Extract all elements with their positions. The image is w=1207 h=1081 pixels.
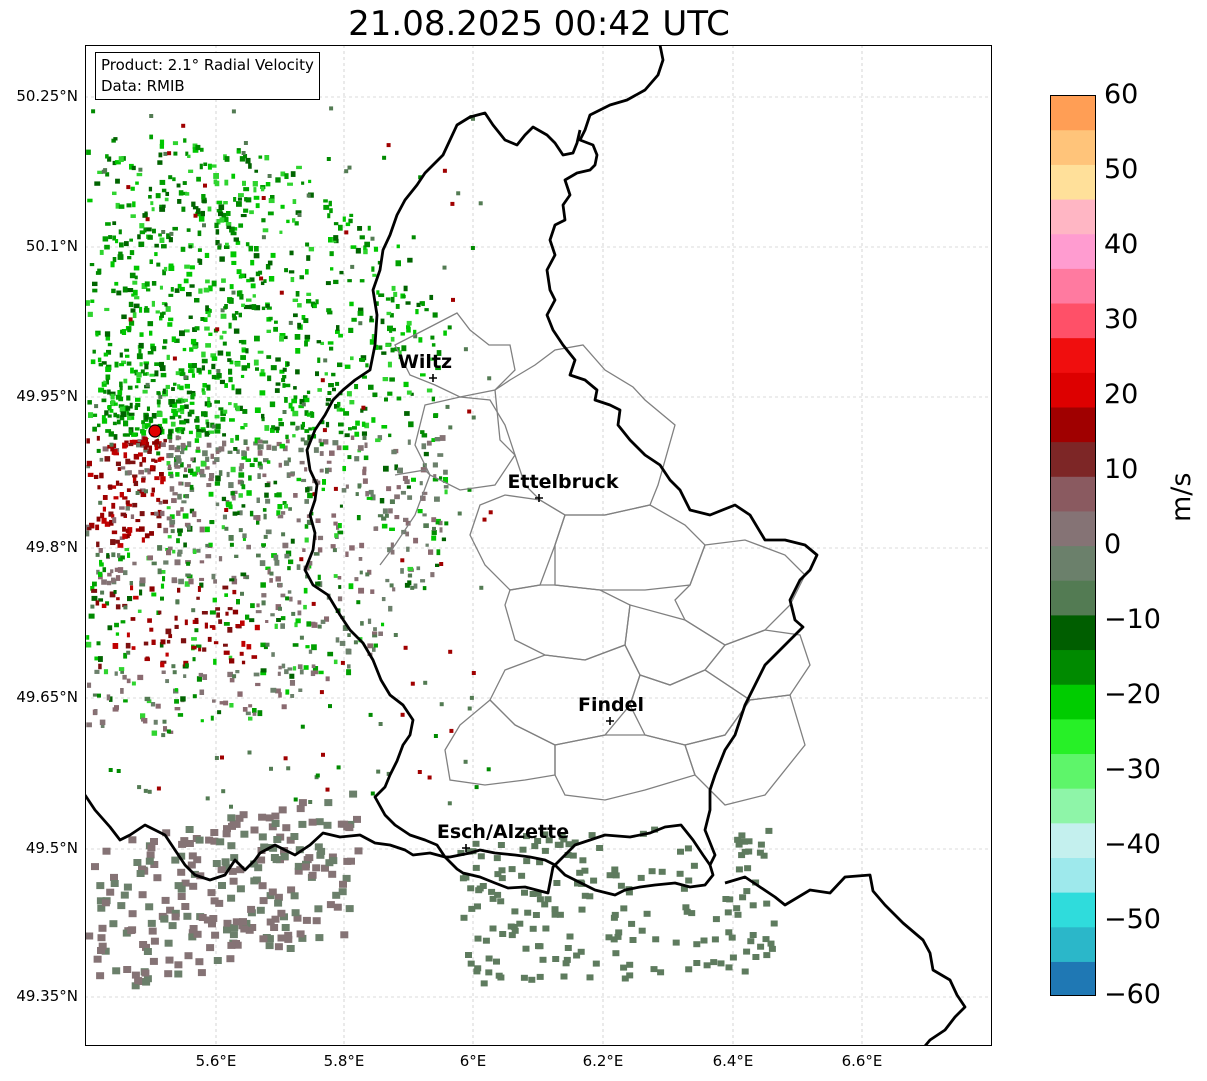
lat-label: 49.8°N bbox=[25, 538, 78, 556]
lat-label: 49.35°N bbox=[16, 987, 78, 1005]
colorbar-tick: 60 bbox=[1104, 79, 1139, 110]
lon-label: 6°E bbox=[459, 1052, 487, 1070]
colorbar-tick: 10 bbox=[1104, 454, 1139, 485]
colorbar-segment bbox=[1050, 233, 1096, 269]
lon-label: 6.2°E bbox=[582, 1052, 624, 1070]
lat-label: 49.95°N bbox=[16, 387, 78, 405]
colorbar-segment bbox=[1050, 441, 1096, 477]
colorbar-segment bbox=[1050, 268, 1096, 304]
colorbar-tick: −10 bbox=[1104, 604, 1161, 635]
lon-label: 6.6°E bbox=[841, 1052, 883, 1070]
product-info-box: Product: 2.1° Radial Velocity Data: RMIB bbox=[95, 52, 320, 100]
canton-boundaries bbox=[379, 312, 811, 806]
radar-map: Wiltz Ettelbruck Findel Esch/Alzette bbox=[85, 45, 992, 1046]
lat-label: 50.1°N bbox=[25, 237, 78, 255]
colorbar-segment bbox=[1050, 337, 1096, 373]
colorbar-tick: −20 bbox=[1104, 679, 1161, 710]
city-markers bbox=[429, 374, 614, 852]
lat-label: 49.65°N bbox=[16, 688, 78, 706]
colorbar-segment bbox=[1050, 406, 1096, 443]
colorbar-segment bbox=[1050, 684, 1096, 720]
colorbar-segment bbox=[1050, 198, 1096, 235]
colorbar-segment bbox=[1050, 614, 1096, 651]
colorbar-segment bbox=[1050, 857, 1096, 893]
lon-label: 6.4°E bbox=[712, 1052, 754, 1070]
lon-label: 5.6°E bbox=[195, 1052, 237, 1070]
city-label-esch-alzette: Esch/Alzette bbox=[437, 821, 569, 843]
colorbar-tick: 0 bbox=[1104, 529, 1122, 560]
colorbar-tick: 40 bbox=[1104, 229, 1139, 260]
colorbar-segment bbox=[1050, 753, 1096, 789]
data-source-text: Data: RMIB bbox=[101, 77, 185, 95]
colorbar-segment bbox=[1050, 926, 1096, 962]
colorbar-segment bbox=[1050, 302, 1096, 339]
lon-label: 5.8°E bbox=[323, 1052, 365, 1070]
colorbar-tick: −60 bbox=[1104, 979, 1161, 1010]
colorbar-segment bbox=[1050, 580, 1096, 616]
city-label-ettelbruck: Ettelbruck bbox=[508, 471, 619, 493]
product-text: Product: 2.1° Radial Velocity bbox=[101, 56, 314, 74]
city-label-findel: Findel bbox=[578, 694, 644, 716]
colorbar-segment bbox=[1050, 129, 1096, 165]
colorbar-segment bbox=[1050, 788, 1096, 824]
lat-label: 49.5°N bbox=[25, 839, 78, 857]
colorbar-segment bbox=[1050, 545, 1096, 581]
colorbar-segment bbox=[1050, 372, 1096, 408]
colorbar-tick: 30 bbox=[1104, 304, 1139, 335]
colorbar-segment bbox=[1050, 510, 1096, 547]
colorbar-segment bbox=[1050, 476, 1096, 512]
colorbar bbox=[1050, 95, 1096, 996]
colorbar-segment bbox=[1050, 95, 1096, 131]
colorbar-tick: −40 bbox=[1104, 829, 1161, 860]
country-borders bbox=[85, 45, 967, 1046]
colorbar-segment bbox=[1050, 164, 1096, 200]
city-label-wiltz: Wiltz bbox=[398, 351, 452, 373]
colorbar-tick: −30 bbox=[1104, 754, 1161, 785]
map-title: 21.08.2025 00:42 UTC bbox=[348, 4, 730, 44]
colorbar-segment bbox=[1050, 892, 1096, 928]
colorbar-segment bbox=[1050, 718, 1096, 755]
colorbar-segment bbox=[1050, 822, 1096, 858]
lat-label: 50.25°N bbox=[16, 87, 78, 105]
radar-site bbox=[146, 424, 162, 440]
colorbar-segment bbox=[1050, 961, 1096, 996]
radar-echoes bbox=[85, 106, 778, 990]
colorbar-tick: 20 bbox=[1104, 379, 1139, 410]
colorbar-segment bbox=[1050, 649, 1096, 685]
colorbar-tick: 50 bbox=[1104, 154, 1139, 185]
colorbar-tick: −50 bbox=[1104, 904, 1161, 935]
colorbar-unit: m/s bbox=[1166, 472, 1197, 522]
